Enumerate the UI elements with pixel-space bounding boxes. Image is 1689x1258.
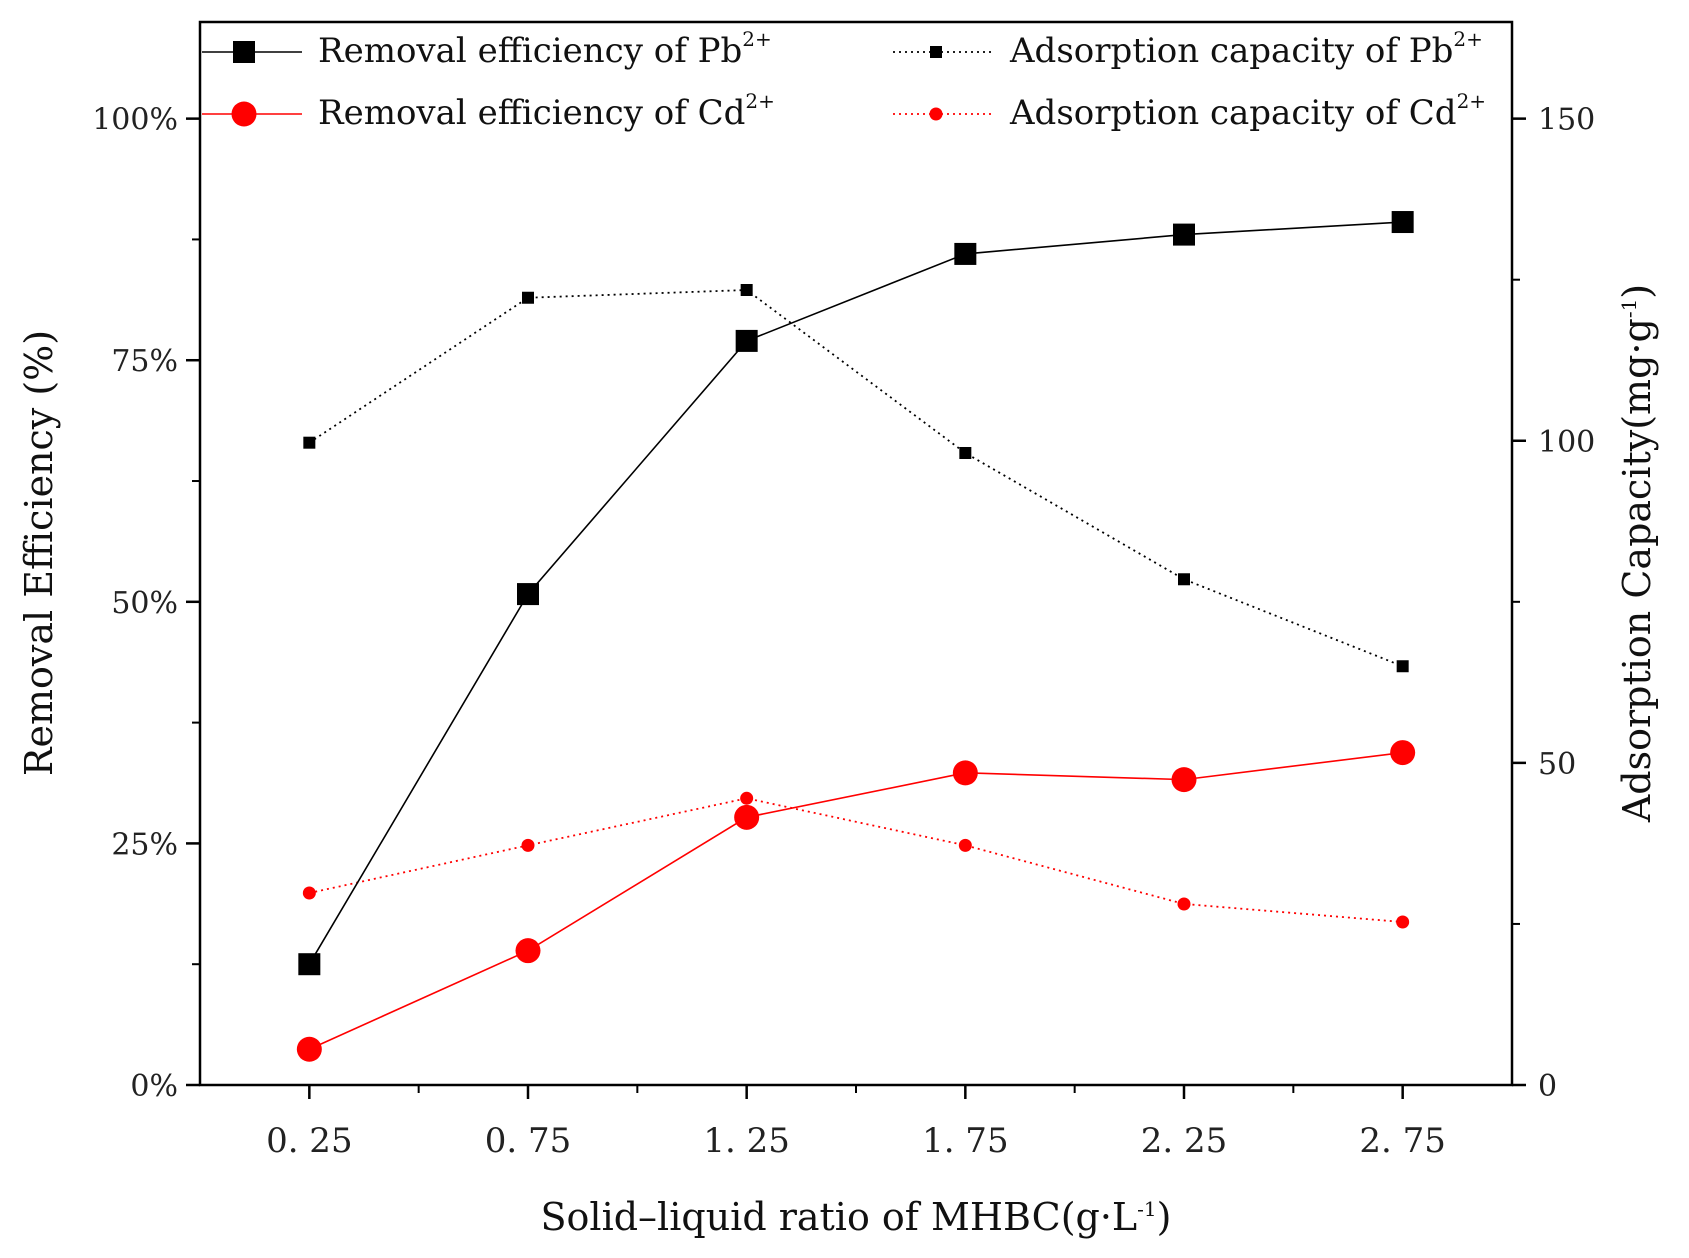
right-tick-label: 50 [1538, 747, 1576, 782]
x-tick-label: 2. 25 [1141, 1121, 1228, 1161]
legend-item: Adsorption capacity of Cd2+ [893, 89, 1486, 133]
legend-label: Adsorption capacity of Cd2+ [1009, 89, 1486, 133]
data-point [517, 583, 539, 606]
left-tick-label: 25% [111, 827, 178, 862]
data-point [522, 291, 534, 304]
legend-label: Removal efficiency of Pb2+ [318, 27, 772, 71]
data-point [1171, 767, 1197, 793]
data-point [296, 1036, 322, 1062]
data-point [1391, 211, 1414, 234]
left-tick-label: 75% [111, 344, 178, 379]
data-point [1177, 897, 1191, 911]
data-point [740, 284, 753, 297]
data-point [1396, 915, 1410, 929]
legend-item: Removal efficiency of Cd2+ [202, 89, 775, 133]
legend-marker [231, 101, 257, 127]
data-point [1173, 223, 1195, 246]
x-tick-label: 1. 75 [922, 1121, 1009, 1161]
legend-marker [233, 41, 255, 63]
series-layer [296, 211, 1416, 1062]
series-2 [303, 284, 1409, 673]
series-0 [298, 211, 1414, 976]
data-point [521, 838, 535, 852]
series-line [308, 289, 1403, 668]
right-tick-label: 0 [1538, 1069, 1557, 1104]
left-tick-label: 50% [111, 586, 178, 621]
data-point [302, 886, 316, 900]
left-tick-label: 0% [130, 1069, 178, 1104]
data-point [1178, 573, 1190, 586]
legend-label: Adsorption capacity of Pb2+ [1009, 27, 1483, 71]
x-tick-label: 0. 25 [266, 1121, 353, 1161]
plot-frame [198, 20, 1514, 1087]
data-point [1390, 740, 1416, 766]
left-axis-title: Removal Efficiency (%) [17, 330, 61, 776]
data-point [515, 938, 541, 964]
right-tick-label: 150 [1538, 103, 1595, 138]
series-1 [296, 740, 1416, 1062]
series-3 [302, 791, 1410, 929]
x-tick-label: 0. 75 [485, 1121, 572, 1161]
data-point [959, 446, 972, 459]
legend-label: Removal efficiency of Cd2+ [318, 89, 775, 133]
legend-marker [929, 107, 943, 121]
data-point [740, 791, 754, 805]
left-tick-label: 100% [92, 103, 178, 138]
data-point [303, 436, 316, 449]
series-line [309, 797, 1403, 923]
right-axis-title: Adsorption Capacity(mg·g-1) [1615, 284, 1659, 823]
data-point [298, 953, 321, 976]
x-tick-label: 1. 25 [703, 1121, 790, 1161]
x-axis-title: Solid–liquid ratio of MHBC(g·L-1) [541, 1195, 1172, 1239]
legend-item: Removal efficiency of Pb2+ [202, 27, 772, 71]
legend: Removal efficiency of Pb2+ Removal effici… [202, 27, 1486, 133]
series-line [308, 221, 1403, 965]
right-tick-label: 100 [1538, 425, 1595, 460]
data-point [1396, 660, 1409, 673]
series-line [309, 751, 1403, 1050]
legend-marker [930, 46, 942, 58]
legend-item: Adsorption capacity of Pb2+ [893, 27, 1483, 71]
data-point [735, 329, 758, 352]
data-point [954, 242, 977, 265]
data-point [734, 804, 760, 830]
data-point [958, 838, 972, 852]
x-tick-label: 2. 75 [1359, 1121, 1446, 1161]
data-point [952, 760, 978, 786]
axis-ticks: 0. 25 0. 75 1. 25 1. 75 2. 25 2. 75 0% 25% 50% 75… [92, 103, 1595, 1161]
